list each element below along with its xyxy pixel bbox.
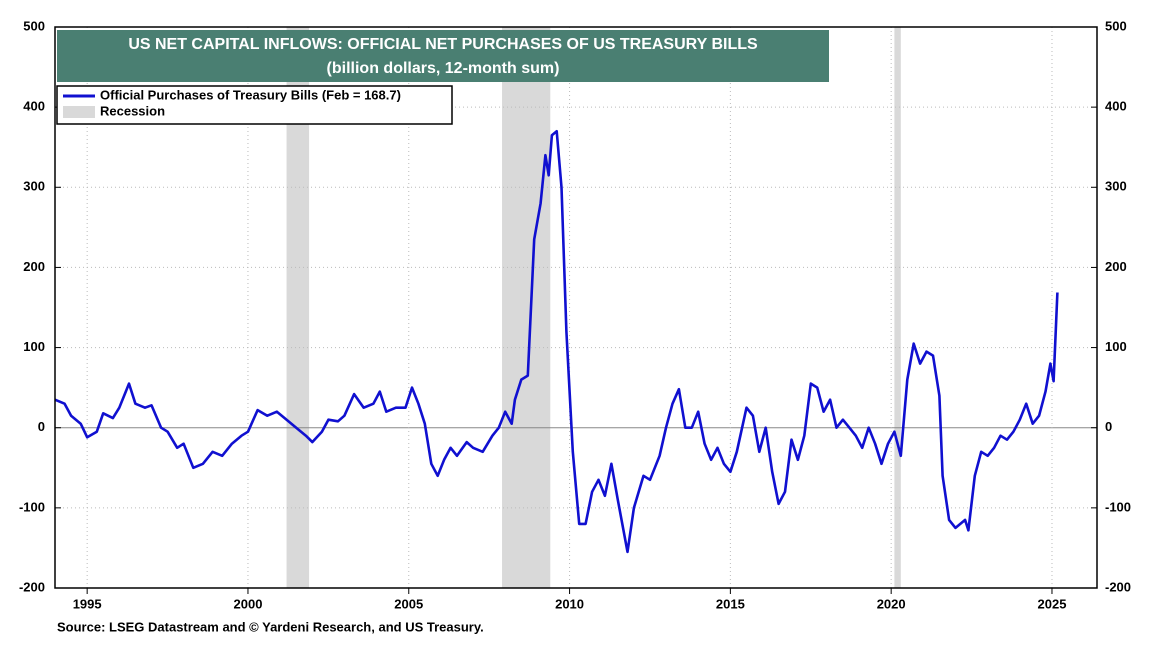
y2-tick-label: 500 (1105, 18, 1127, 33)
recession-band (502, 27, 551, 588)
series-line (54, 129, 1059, 554)
y2-tick-label: 300 (1105, 179, 1127, 194)
y2-tick-label: 400 (1105, 99, 1127, 114)
chart-subtitle: (billion dollars, 12-month sum) (327, 60, 560, 77)
y2-tick-label: -200 (1105, 579, 1131, 594)
y-tick-label: 500 (23, 18, 45, 33)
x-tick-label: 2010 (555, 596, 584, 611)
x-tick-label: 2000 (234, 596, 263, 611)
y-tick-label: 200 (23, 259, 45, 274)
y-tick-label: -200 (19, 579, 45, 594)
legend-label: Recession (100, 103, 165, 118)
legend-box (56, 85, 453, 125)
x-tick-label: 2020 (877, 596, 906, 611)
y-tick-label: 0 (38, 419, 45, 434)
recession-band (286, 27, 310, 588)
y2-tick-label: 200 (1105, 259, 1127, 274)
y2-tick-label: 100 (1105, 339, 1127, 354)
x-tick-label: 1995 (73, 596, 102, 611)
x-tick-label: 2025 (1038, 596, 1067, 611)
legend-swatch (63, 106, 95, 118)
y2-tick-label: 0 (1105, 419, 1112, 434)
x-tick-label: 2015 (716, 596, 745, 611)
source: Source: LSEG Datastream and © Yardeni Re… (57, 619, 484, 634)
plot-frame (54, 26, 1098, 589)
legend-label: Official Purchases of Treasury Bills (Fe… (100, 87, 401, 102)
recession-band (894, 27, 901, 588)
x-tick-label: 2005 (394, 596, 423, 611)
y-tick-label: -100 (19, 499, 45, 514)
title-box (57, 30, 829, 82)
chart-title: US NET CAPITAL INFLOWS: OFFICIAL NET PUR… (128, 36, 758, 53)
y-tick-label: 300 (23, 179, 45, 194)
y2-tick-label: -100 (1105, 499, 1131, 514)
plot: -200 -100 0 100 200 300 400 500 -200 -100 0 100 200 3… (19, 18, 1131, 611)
y-tick-label: 400 (23, 99, 45, 114)
y-tick-label: 100 (23, 339, 45, 354)
